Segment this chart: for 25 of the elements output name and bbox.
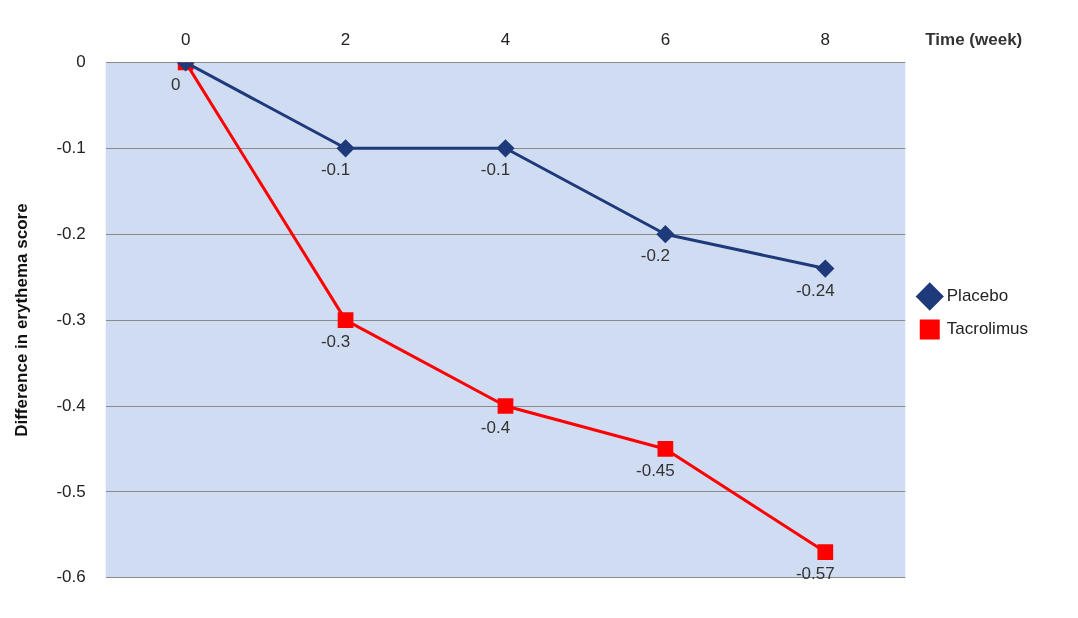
x-tick-label: 8 [820,29,831,49]
x-tick-label: 4 [500,29,511,49]
data-label: 0 [170,74,181,94]
y-tick-label: -0.5 [56,481,86,501]
data-label: -0.1 [320,160,351,180]
data-label: -0.4 [480,418,511,438]
y-tick-label: 0 [76,52,86,72]
x-tick-label: 2 [340,29,351,49]
data-label: -0.1 [480,160,511,180]
legend-label: Placebo [946,286,1009,306]
x-tick-label: 6 [660,29,671,49]
y-axis-title: Difference in erythema score [11,203,31,437]
y-tick-label: -0.4 [56,395,86,415]
data-label: -0.24 [795,280,835,300]
data-label: -0.3 [320,332,351,352]
y-tick-label: -0.3 [56,309,86,329]
y-tick-label: -0.2 [56,223,86,243]
legend-label: Tacrolimus [946,319,1029,339]
data-label: -0.57 [795,564,835,584]
y-tick-label: -0.6 [56,567,86,587]
y-tick-label: -0.1 [56,137,86,157]
x-axis-title: Time (week) [925,29,1023,49]
x-tick-label: 0 [180,29,191,49]
data-label: -0.2 [640,246,671,266]
data-label: -0.45 [636,461,675,481]
